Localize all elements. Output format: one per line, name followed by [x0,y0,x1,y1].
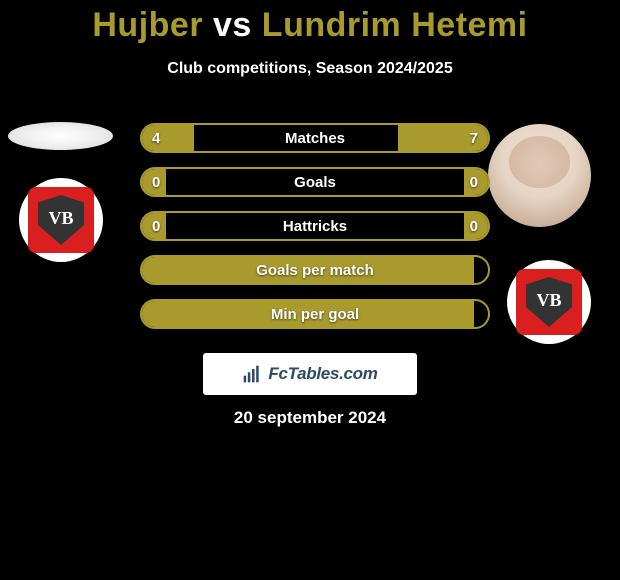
stat-row: 00Goals [140,167,490,197]
player2-name: Lundrim Hetemi [262,6,528,44]
stat-label: Min per goal [142,301,488,327]
stat-bars: 47Matches 00Goals 00Hattricks Goals per mat… [140,123,490,343]
player2-club-crest: VB [507,260,591,344]
player1-name: Hujber [92,6,203,44]
barchart-icon [242,364,262,384]
stat-label: Matches [142,125,488,151]
stat-row: Min per goal [140,299,490,329]
date-text: 20 september 2024 [0,408,620,428]
subtitle: Club competitions, Season 2024/2025 [0,60,620,78]
stat-row: 47Matches [140,123,490,153]
vs-text: vs [213,6,252,44]
stat-label: Goals [142,169,488,195]
stat-label: Hattricks [142,213,488,239]
stat-row: 00Hattricks [140,211,490,241]
comparison-title: Hujber vs Lundrim Hetemi [0,6,620,45]
player1-avatar [8,122,113,150]
fctables-badge[interactable]: FcTables.com [203,353,417,395]
stat-row: Goals per match [140,255,490,285]
player1-club-crest: VB [19,178,103,262]
stat-label: Goals per match [142,257,488,283]
crest-text: VB [48,208,73,229]
crest-text: VB [536,290,561,311]
badge-text: FcTables.com [268,364,377,384]
player2-avatar [488,124,591,227]
